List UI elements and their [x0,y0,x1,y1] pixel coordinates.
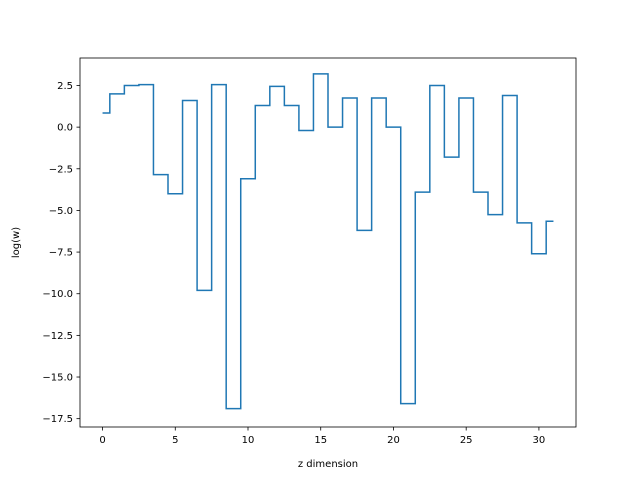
axes-frame [79,57,577,428]
y-tick-label: −17.5 [42,414,73,425]
y-axis-label: log(w) [11,227,22,258]
y-axis-ticks: 2.5 0.0 −2.5 −5.0 −7.5 −10.0 −12.5 −15.0 −17.5 [42,81,80,425]
x-tick-label: 0 [99,435,105,446]
y-tick-label: −10.0 [42,289,73,300]
x-tick-label: 20 [387,435,400,446]
y-tick-label: −2.5 [49,164,73,175]
x-tick-label: 10 [242,435,255,446]
x-tick-label: 25 [460,435,473,446]
y-tick-label: 2.5 [57,81,73,92]
x-tick-label: 15 [314,435,327,446]
y-tick-label: −15.0 [42,373,73,384]
x-axis-label: z dimension [298,459,358,470]
y-tick-label: −5.0 [49,206,73,217]
x-tick-label: 5 [172,435,178,446]
x-axis-ticks: 0 5 10 15 20 25 30 [99,427,545,446]
y-tick-label: −7.5 [49,248,73,259]
x-tick-label: 30 [533,435,546,446]
y-tick-label: −12.5 [42,331,73,342]
series-line [102,73,554,410]
y-tick-label: 0.0 [57,123,73,134]
